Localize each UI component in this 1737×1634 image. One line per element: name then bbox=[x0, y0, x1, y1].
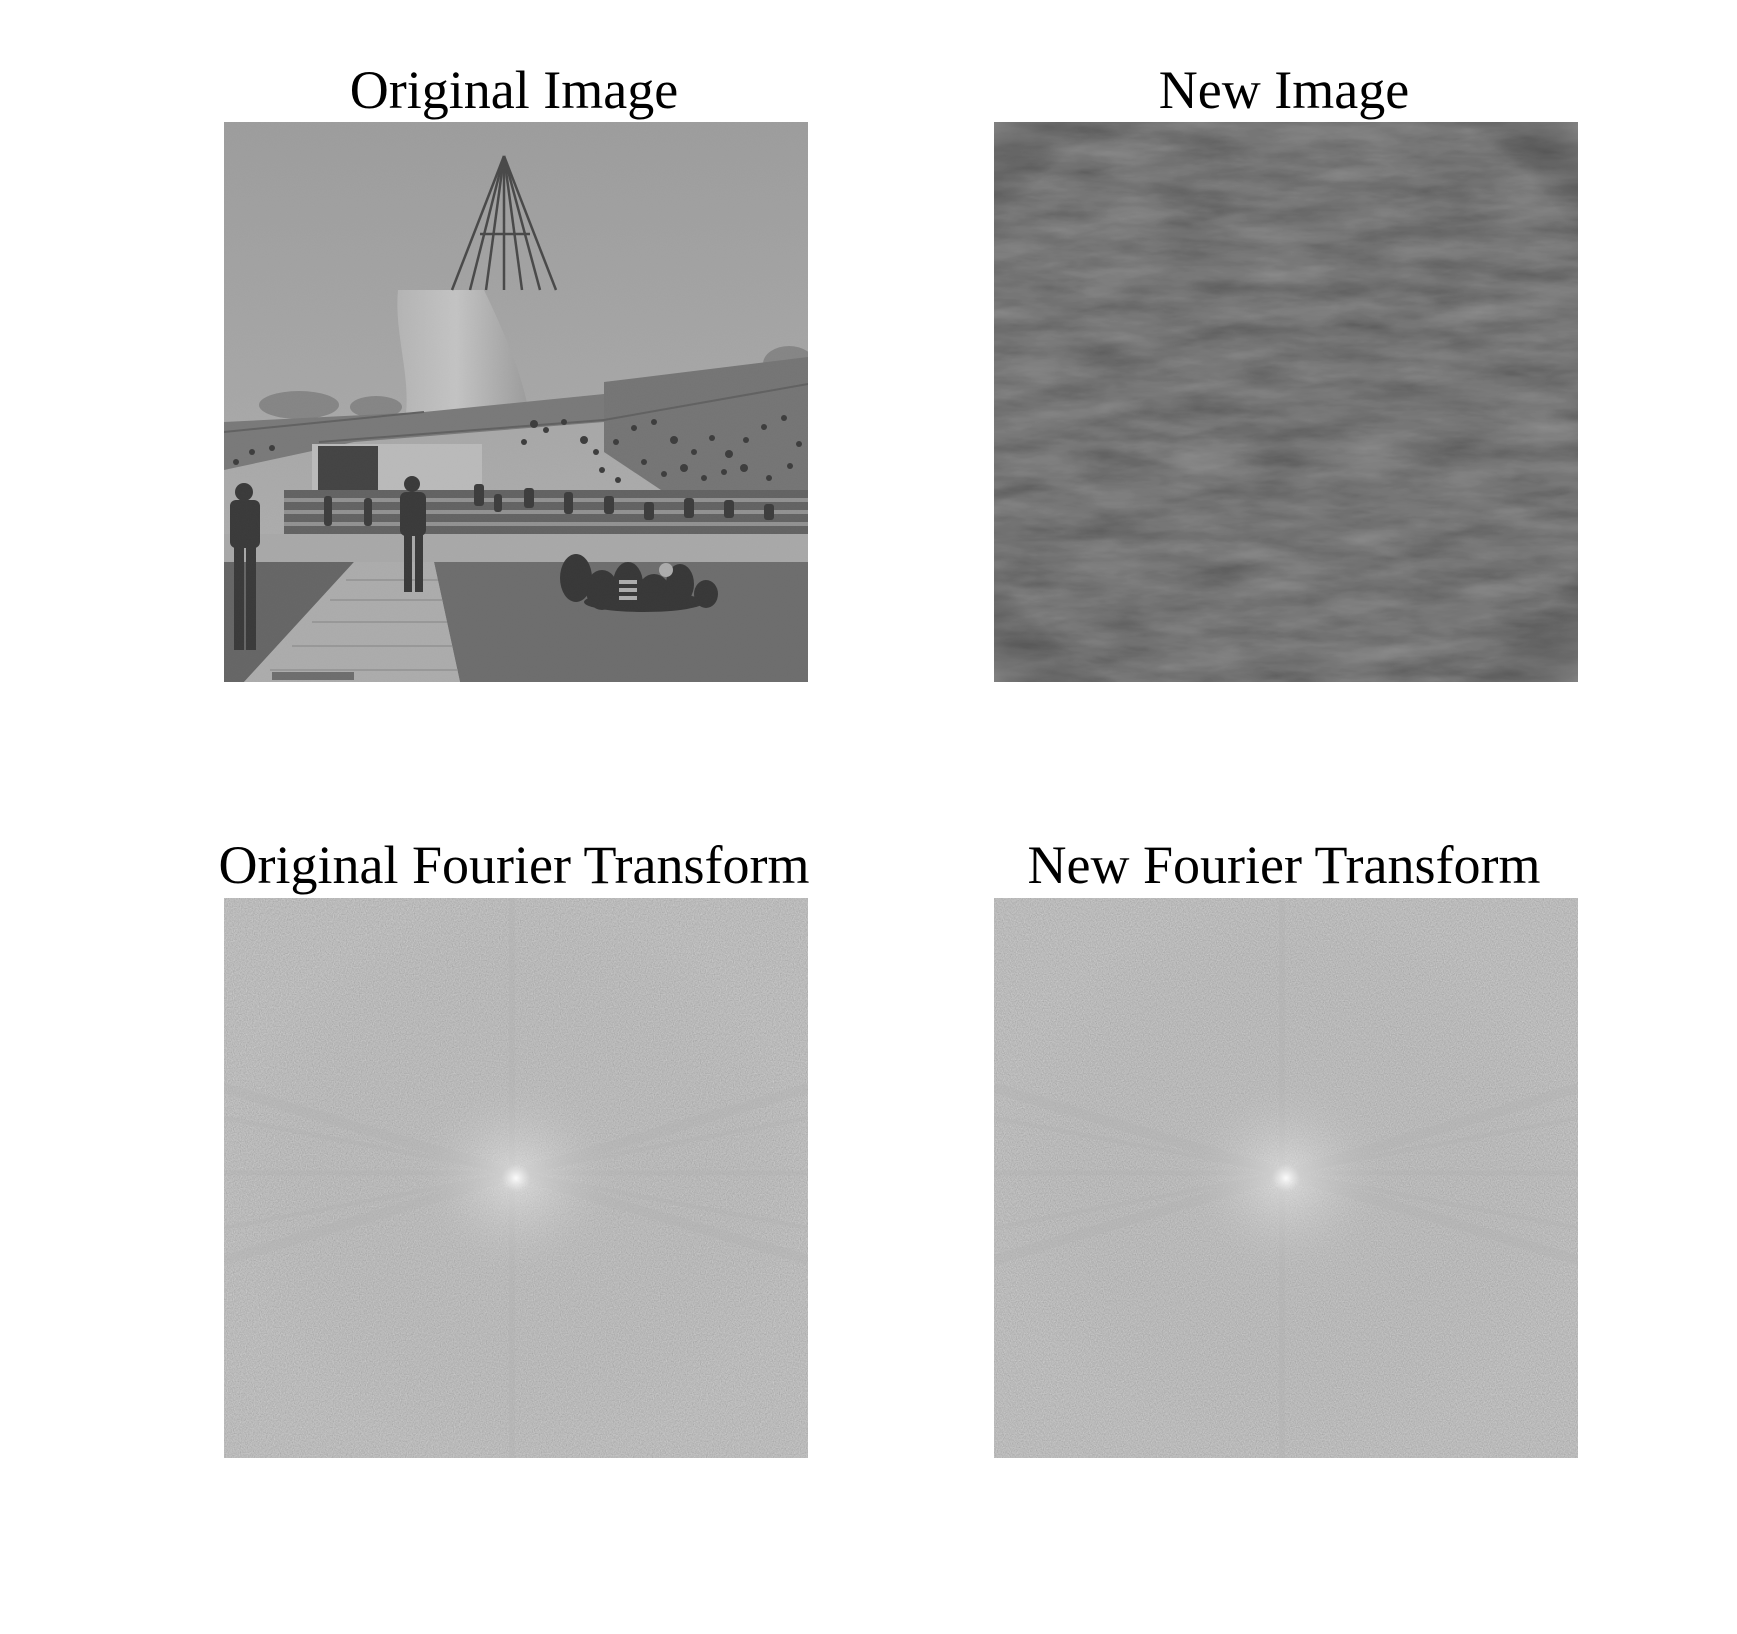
original-photo bbox=[224, 122, 808, 682]
new-fourier-panel bbox=[994, 898, 1578, 1458]
panel-title-original-image: Original Image bbox=[349, 60, 679, 120]
original-fourier-spectrum bbox=[224, 898, 808, 1458]
panel-title-new-image: New Image bbox=[1158, 60, 1410, 120]
spectrum-center-peak bbox=[224, 898, 808, 1458]
new-reconstructed-image bbox=[994, 122, 1578, 682]
original-fourier-panel bbox=[224, 898, 808, 1458]
panel-title-new-fourier: New Fourier Transform bbox=[1027, 835, 1541, 895]
original-image-panel bbox=[224, 122, 808, 682]
panel-title-original-fourier: Original Fourier Transform bbox=[218, 835, 810, 895]
spectrum-center-peak bbox=[994, 898, 1578, 1458]
new-fourier-spectrum bbox=[994, 898, 1578, 1458]
new-image-panel bbox=[994, 122, 1578, 682]
